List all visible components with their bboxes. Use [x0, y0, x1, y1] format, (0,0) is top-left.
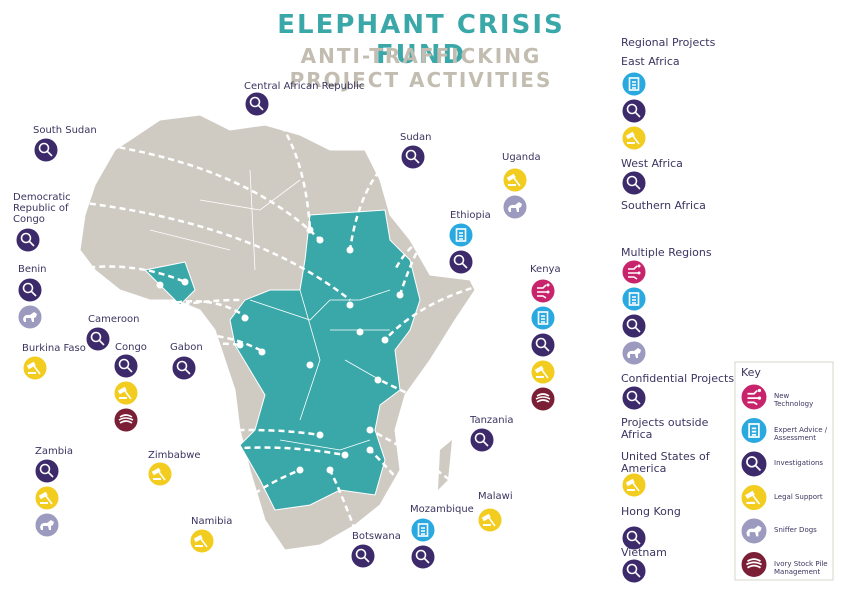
region-label: Vietnam: [621, 546, 667, 559]
project-region: [229, 209, 421, 511]
region-label: United States of America: [621, 450, 710, 475]
island: [438, 440, 452, 490]
investigation-icon: [621, 313, 647, 339]
legal-icon: [34, 485, 60, 511]
legal-icon: [22, 355, 48, 381]
country-label: Uganda: [502, 152, 541, 163]
country-label: Gabon: [170, 342, 203, 353]
sniffer-icon: [621, 340, 647, 366]
country-label: Sudan: [400, 132, 432, 143]
investigation-icon: [350, 543, 376, 569]
sniffer-icon: [502, 194, 528, 220]
investigation-icon: [34, 458, 60, 484]
investigation-icon: [621, 98, 647, 124]
legal-icon: [740, 483, 768, 512]
country-label: South Sudan: [33, 125, 97, 136]
investigation-icon: [621, 170, 647, 196]
country-label: Congo: [115, 342, 147, 353]
investigation-icon: [621, 385, 647, 411]
region-label: Hong Kong: [621, 505, 681, 518]
country-label: Cameroon: [88, 314, 140, 325]
ivory-icon: [530, 386, 556, 412]
investigation-icon: [17, 277, 43, 303]
legal-icon: [621, 125, 647, 151]
country-label: Democratic Republic of Congo: [13, 192, 71, 225]
location-dots: [156, 226, 404, 474]
country-label: Namibia: [191, 516, 233, 527]
country-label: Zambia: [35, 446, 73, 457]
expert-icon: [621, 71, 647, 97]
sniffer-icon: [740, 517, 768, 545]
investigation-icon: [400, 144, 426, 170]
investigation-icon: [113, 353, 139, 379]
expert-icon: [621, 286, 647, 312]
country-label: Benin: [18, 264, 47, 275]
legal-icon: [502, 167, 528, 193]
legal-icon: [621, 472, 647, 498]
project-region: [143, 261, 196, 306]
key-label: Ivory Stock Pile Management: [774, 559, 828, 576]
investigation-icon: [85, 326, 111, 352]
ivory-icon: [740, 550, 768, 579]
country-label: Central African Republic: [244, 81, 365, 92]
expert-icon: [530, 305, 556, 331]
legal-icon: [189, 528, 215, 554]
investigation-icon: [621, 558, 647, 584]
region-label: East Africa: [621, 55, 680, 68]
technology-icon: [740, 383, 768, 411]
country-label: Tanzania: [470, 415, 514, 426]
country-label: Malawi: [478, 491, 513, 502]
ivory-icon: [113, 407, 139, 433]
region-label: Multiple Regions: [621, 246, 712, 259]
investigation-icon: [244, 91, 270, 117]
region-label: West Africa: [621, 157, 683, 170]
expert-icon: [740, 416, 768, 445]
investigation-icon: [15, 227, 41, 253]
investigation-icon: [33, 137, 59, 163]
investigation-icon: [530, 332, 556, 358]
leader-lines: [49, 109, 531, 531]
country-label: Botswana: [352, 531, 401, 542]
investigation-icon: [469, 427, 495, 453]
region-label: Confidential Projects: [621, 372, 735, 385]
key-label: Legal Support: [774, 492, 823, 501]
section-title: Regional Projects: [621, 36, 716, 49]
country-label: Kenya: [530, 264, 561, 275]
sniffer-icon: [17, 304, 43, 330]
key-title: Key: [741, 366, 761, 379]
technology-icon: [621, 259, 647, 285]
country-label: Zimbabwe: [148, 450, 201, 461]
investigation-icon: [740, 450, 768, 478]
subtitle: ANTI-TRAFFICKING PROJECT ACTIVITIES: [289, 44, 553, 92]
legal-icon: [530, 359, 556, 385]
country-label: Ethiopia: [450, 210, 491, 221]
investigation-icon: [448, 249, 474, 275]
investigation-icon: [171, 355, 197, 381]
key-label: Expert Advice / Assessment: [774, 425, 828, 442]
sniffer-icon: [34, 512, 60, 538]
title: ELEPHANT CRISIS FUND: [277, 10, 565, 70]
legal-icon: [113, 380, 139, 406]
country-label: Mozambique: [410, 504, 474, 515]
key-label: New Technology: [774, 392, 814, 408]
expert-icon: [448, 222, 474, 248]
key-label: Investigations: [774, 459, 824, 467]
investigation-icon: [410, 544, 436, 570]
expert-icon: [410, 517, 436, 543]
legal-icon: [147, 461, 173, 487]
country-label: Burkina Faso: [22, 343, 86, 354]
key-label: Sniffer Dogs: [774, 526, 817, 534]
investigation-icon: [621, 525, 647, 551]
technology-icon: [530, 278, 556, 304]
section-title: Projects outside Africa: [621, 416, 709, 441]
legal-icon: [477, 507, 503, 533]
region-label: Southern Africa: [621, 199, 706, 212]
